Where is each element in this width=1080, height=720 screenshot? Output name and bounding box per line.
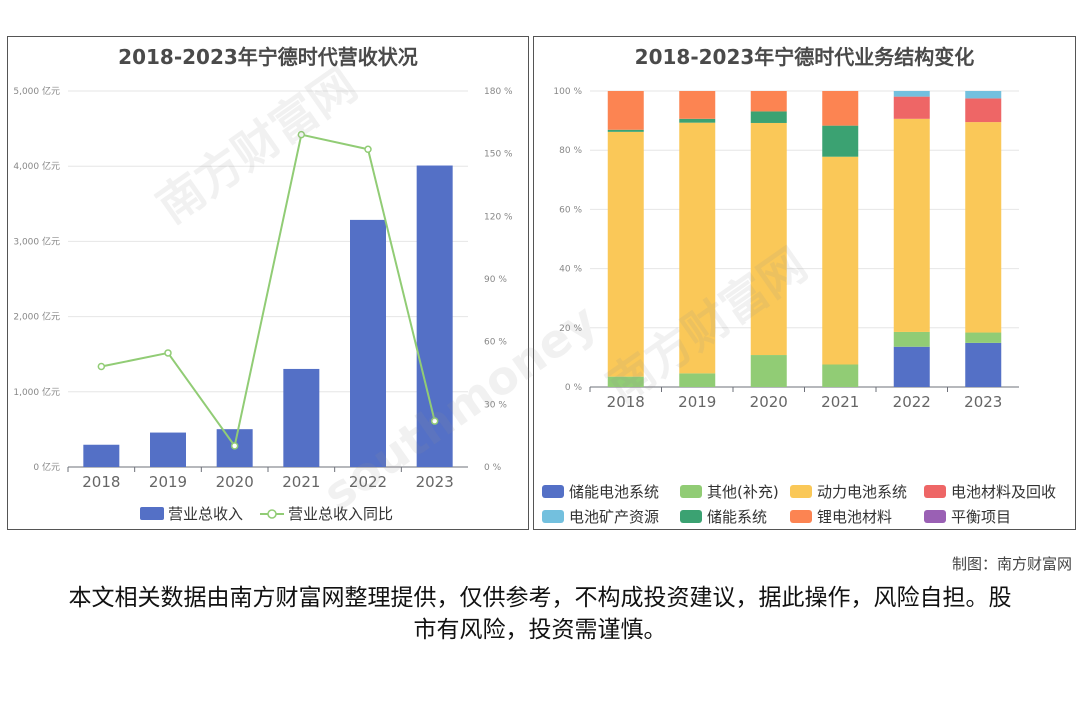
- stack-segment: [679, 122, 716, 374]
- x-tick-label: 2022: [349, 473, 387, 491]
- legend-label: 锂电池材料: [817, 508, 892, 526]
- revenue-chart: 0 亿元 1,000 亿元 2,000 亿元 3,000 亿元 4,000 亿元 5,00…: [13, 85, 513, 523]
- chart-credit: 制图：南方财富网: [951, 555, 1072, 573]
- legend-label: 其他(补充): [707, 483, 779, 501]
- revenue-chart-title: 2018-2023年宁德时代营收状况: [118, 45, 418, 69]
- stack-segment: [750, 355, 787, 387]
- stack-segment: [607, 129, 644, 132]
- y-tick-label: 20 %: [559, 324, 582, 334]
- left-y-tick-label: 2,000 亿元: [13, 311, 60, 323]
- growth-point: [297, 130, 306, 139]
- right-y-tick-label: 90 %: [484, 275, 507, 285]
- legend-label-growth: 营业总收入同比: [288, 505, 393, 523]
- legend-swatch: [542, 510, 564, 523]
- revenue-bar: [350, 219, 386, 467]
- business-structure-chart: 0 % 20 % 40 % 60 % 80 % 100 % 2018 2019 2020 2021…: [542, 87, 1056, 526]
- left-y-tick-label: 3,000 亿元: [13, 235, 60, 247]
- x-tick-label: 2019: [678, 393, 716, 411]
- y-tick-label: 80 %: [559, 146, 582, 156]
- stack-segment: [893, 96, 930, 119]
- right-y-tick-label: 30 %: [484, 400, 507, 410]
- revenue-bar: [150, 432, 186, 467]
- legend-label-revenue: 营业总收入: [168, 505, 243, 523]
- growth-point: [364, 145, 372, 154]
- stack-segment: [893, 346, 930, 387]
- stack-segment: [679, 118, 716, 123]
- x-tick-label: 2020: [750, 393, 788, 411]
- right-y-tick-label: 60 %: [484, 338, 507, 348]
- legend-label: 平衡项目: [951, 508, 1011, 526]
- revenue-bar: [416, 165, 453, 467]
- stack-segment: [893, 331, 930, 347]
- y-tick-label: 100 %: [553, 87, 582, 97]
- legend-swatch-growth-marker: [267, 509, 277, 519]
- growth-point: [430, 417, 439, 425]
- x-tick-label: 2020: [216, 473, 254, 491]
- stack-segment: [965, 91, 1002, 99]
- legend-swatch: [790, 510, 812, 523]
- legend-label: 储能电池系统: [569, 483, 659, 501]
- stack-segment: [965, 332, 1002, 343]
- x-tick-label: 2019: [149, 473, 187, 491]
- stack-segment: [822, 125, 859, 157]
- legend-label: 电池材料及回收: [951, 483, 1056, 501]
- stack-segment: [607, 91, 644, 130]
- revenue-bar: [83, 444, 120, 467]
- y-tick-label: 60 %: [559, 205, 582, 215]
- stack-segment: [750, 91, 787, 112]
- x-tick-label: 2021: [282, 473, 320, 491]
- legend-label: 电池矿产资源: [569, 508, 659, 526]
- right-y-tick-label: 150 %: [484, 150, 513, 160]
- right-y-tick-label: 120 %: [484, 212, 513, 222]
- stack-segment: [607, 131, 644, 377]
- stack-segment: [822, 156, 859, 365]
- stack-segment: [965, 98, 1002, 123]
- stack-segment: [965, 342, 1002, 387]
- legend-swatch: [790, 485, 812, 498]
- legend-swatch: [542, 485, 564, 498]
- disclaimer-text: 本文相关数据由南方财富网整理提供，仅供参考，不构成投资建议，据此操作，风险自担。…: [68, 585, 1012, 643]
- stack-segment: [679, 91, 716, 119]
- growth-point: [164, 349, 172, 357]
- stack-segment: [750, 122, 787, 356]
- x-tick-label: 2018: [82, 473, 120, 491]
- legend-swatch: [680, 485, 702, 498]
- y-tick-label: 0 %: [565, 383, 583, 393]
- left-y-tick-label: 4,000 亿元: [13, 160, 60, 172]
- legend-swatch: [924, 485, 946, 498]
- stack-segment: [679, 373, 716, 387]
- revenue-bar: [283, 368, 320, 467]
- growth-line: [101, 133, 436, 449]
- legend-label: 动力电池系统: [817, 483, 907, 501]
- x-tick-label: 2023: [416, 473, 454, 491]
- revenue-chart-panel: 2018-2023年宁德时代营收状况 0 亿元 1,000 亿元 2,000 亿元 3…: [7, 36, 529, 530]
- legend-swatch-revenue: [140, 507, 164, 520]
- x-tick-label: 2022: [893, 393, 931, 411]
- x-tick-label: 2021: [821, 393, 859, 411]
- growth-point: [97, 362, 106, 371]
- right-y-tick-label: 0 %: [484, 463, 502, 473]
- legend-swatch: [924, 510, 946, 523]
- left-y-tick-label: 0 亿元: [33, 461, 60, 473]
- x-tick-label: 2023: [964, 393, 1002, 411]
- stack-segment: [822, 91, 859, 126]
- legend-label: 储能系统: [707, 508, 767, 526]
- x-tick-label: 2018: [607, 393, 645, 411]
- left-y-tick-label: 5,000 亿元: [13, 85, 60, 97]
- stack-segment: [965, 122, 1002, 333]
- stack-segment: [750, 111, 787, 123]
- business-structure-title: 2018-2023年宁德时代业务结构变化: [634, 45, 975, 69]
- stack-segment: [893, 118, 930, 332]
- stack-segment: [822, 364, 859, 387]
- y-tick-label: 40 %: [559, 265, 582, 275]
- right-y-tick-label: 180 %: [484, 87, 513, 97]
- stack-segment: [607, 376, 644, 387]
- growth-point: [230, 442, 239, 450]
- legend-swatch: [680, 510, 702, 523]
- business-structure-panel: 2018-2023年宁德时代业务结构变化 0 % 20 % 40 % 60 % 80 %…: [533, 36, 1076, 530]
- left-y-tick-label: 1,000 亿元: [13, 386, 60, 398]
- stack-segment: [893, 91, 930, 97]
